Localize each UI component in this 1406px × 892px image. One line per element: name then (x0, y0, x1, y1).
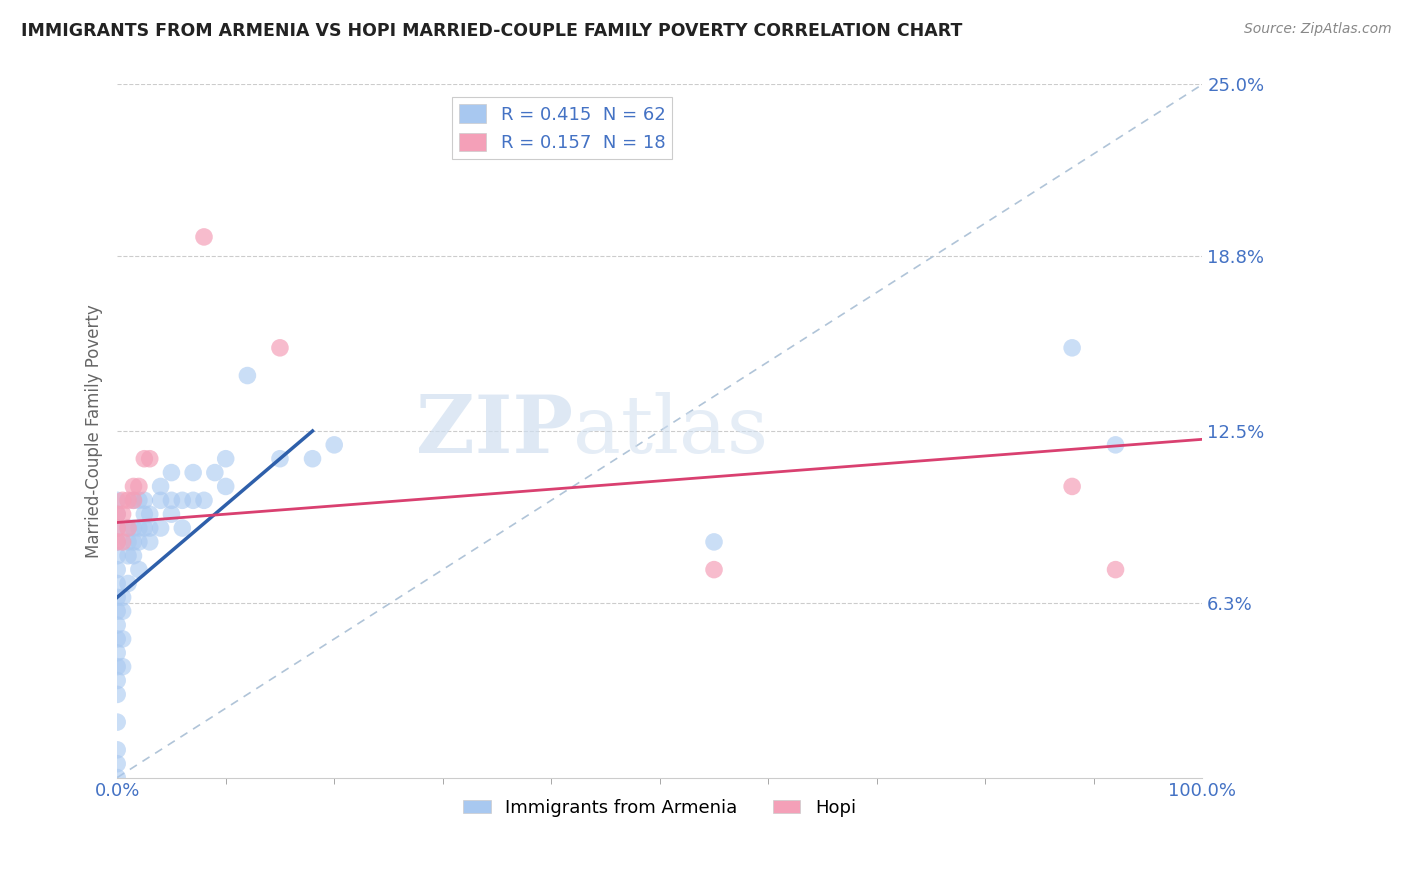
Point (105, 493, 128, 508)
Point (139, 507, 162, 521)
Point (160, 493, 183, 508)
Point (1104, 563, 1126, 577)
Point (111, 591, 134, 605)
Point (128, 493, 150, 508)
Point (105, 659, 128, 673)
Point (139, 521, 162, 535)
Point (149, 521, 172, 535)
Point (105, 632, 128, 646)
Point (105, 743, 128, 757)
Point (105, 521, 128, 535)
Point (105, 756, 128, 771)
Point (172, 521, 194, 535)
Point (269, 451, 291, 466)
Point (323, 438, 346, 452)
Point (122, 549, 145, 563)
Point (117, 535, 139, 549)
Point (122, 493, 145, 508)
Text: atlas: atlas (574, 392, 768, 470)
Text: IMMIGRANTS FROM ARMENIA VS HOPI MARRIED-COUPLE FAMILY POVERTY CORRELATION CHART: IMMIGRANTS FROM ARMENIA VS HOPI MARRIED-… (21, 22, 963, 40)
Point (105, 687, 128, 701)
Point (1104, 438, 1126, 452)
Point (111, 493, 134, 508)
Point (149, 493, 172, 508)
Point (117, 521, 139, 535)
Point (128, 521, 150, 535)
Point (215, 479, 238, 493)
Point (134, 493, 156, 508)
Point (105, 591, 128, 605)
Point (105, 563, 128, 577)
Point (181, 466, 204, 480)
Point (105, 618, 128, 632)
Point (236, 368, 259, 383)
Point (134, 451, 156, 466)
Point (111, 535, 134, 549)
Point (139, 451, 162, 466)
Point (105, 535, 128, 549)
Point (105, 507, 128, 521)
Point (193, 230, 215, 244)
Text: Source: ZipAtlas.com: Source: ZipAtlas.com (1244, 22, 1392, 37)
Point (181, 493, 204, 508)
Point (105, 549, 128, 563)
Point (122, 535, 145, 549)
Point (160, 507, 183, 521)
Point (105, 715, 128, 730)
Point (128, 479, 150, 493)
Point (122, 493, 145, 508)
Point (128, 563, 150, 577)
Point (117, 576, 139, 591)
Text: ZIP: ZIP (416, 392, 574, 470)
Point (134, 521, 156, 535)
Point (134, 507, 156, 521)
Point (105, 646, 128, 660)
Point (301, 451, 323, 466)
Point (111, 507, 134, 521)
Point (105, 576, 128, 591)
Point (117, 493, 139, 508)
Point (117, 521, 139, 535)
Point (111, 659, 134, 673)
Point (105, 771, 128, 785)
Point (105, 535, 128, 549)
Point (105, 507, 128, 521)
Point (703, 563, 725, 577)
Point (128, 535, 150, 549)
Point (1062, 341, 1084, 355)
Point (139, 535, 162, 549)
Legend: Immigrants from Armenia, Hopi: Immigrants from Armenia, Hopi (457, 791, 863, 824)
Point (105, 521, 128, 535)
Point (160, 466, 183, 480)
Point (122, 521, 145, 535)
Point (204, 466, 226, 480)
Point (149, 479, 172, 493)
Y-axis label: Married-Couple Family Poverty: Married-Couple Family Poverty (86, 304, 103, 558)
Point (117, 549, 139, 563)
Point (1062, 479, 1084, 493)
Point (105, 673, 128, 688)
Point (703, 535, 725, 549)
Point (111, 604, 134, 618)
Point (172, 493, 194, 508)
Point (105, 604, 128, 618)
Point (269, 341, 291, 355)
Point (111, 632, 134, 646)
Point (122, 479, 145, 493)
Point (193, 493, 215, 508)
Point (215, 451, 238, 466)
